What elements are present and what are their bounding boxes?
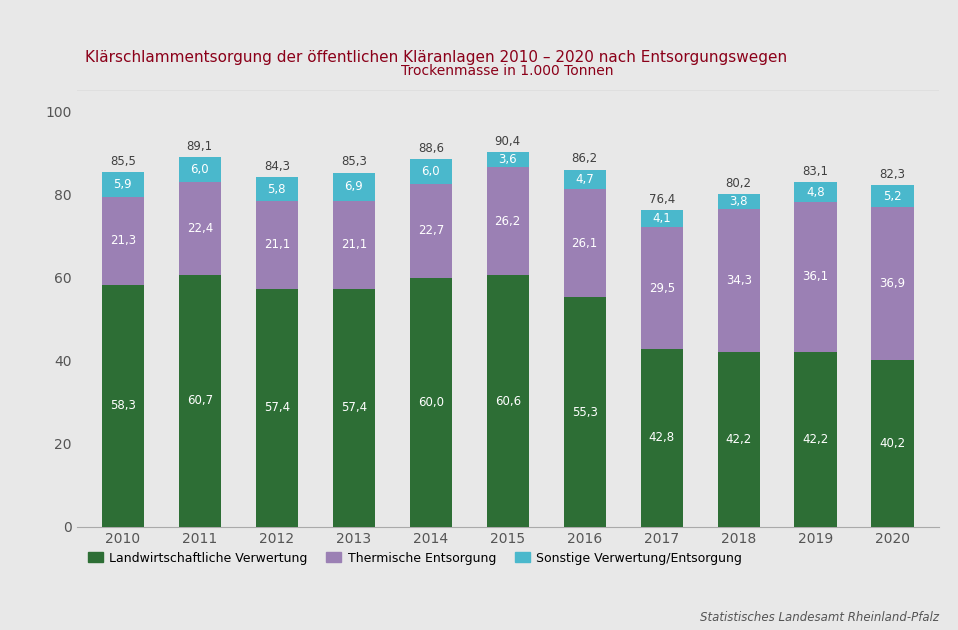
Bar xyxy=(641,227,683,349)
Bar xyxy=(332,201,375,289)
Text: 21,3: 21,3 xyxy=(110,234,136,247)
Text: Trockenmasse in 1.000 Tonnen: Trockenmasse in 1.000 Tonnen xyxy=(401,64,614,78)
Bar xyxy=(102,285,144,527)
Bar xyxy=(178,275,221,527)
Bar xyxy=(256,201,298,289)
Bar xyxy=(178,157,221,182)
Bar xyxy=(872,360,914,527)
Text: 57,4: 57,4 xyxy=(341,401,367,414)
Text: Statistisches Landesamt Rheinland-Pfalz: Statistisches Landesamt Rheinland-Pfalz xyxy=(700,610,939,624)
Bar xyxy=(563,169,605,189)
Text: 36,1: 36,1 xyxy=(803,270,829,284)
Text: 26,1: 26,1 xyxy=(572,237,598,249)
Text: 58,3: 58,3 xyxy=(110,399,136,412)
Text: 6,0: 6,0 xyxy=(422,165,440,178)
Text: 29,5: 29,5 xyxy=(649,282,674,294)
Bar xyxy=(563,297,605,527)
Text: 4,1: 4,1 xyxy=(652,212,672,225)
Bar xyxy=(641,210,683,227)
Text: 42,2: 42,2 xyxy=(725,433,752,445)
Legend: Landwirtschaftliche Verwertung, Thermische Entsorgung, Sonstige Verwertung/Entso: Landwirtschaftliche Verwertung, Thermisc… xyxy=(83,547,747,570)
Text: Klärschlammentsorgung der öffentlichen Kläranlagen 2010 – 2020 nach Entsorgungsw: Klärschlammentsorgung der öffentlichen K… xyxy=(85,50,787,66)
Text: 76,4: 76,4 xyxy=(649,193,674,205)
Text: 80,2: 80,2 xyxy=(726,176,752,190)
Bar xyxy=(718,193,760,209)
Text: 5,9: 5,9 xyxy=(113,178,132,191)
Bar xyxy=(872,185,914,207)
Text: 4,7: 4,7 xyxy=(576,173,594,186)
Text: 90,4: 90,4 xyxy=(494,135,521,147)
Text: 85,3: 85,3 xyxy=(341,156,367,168)
Text: 82,3: 82,3 xyxy=(879,168,905,181)
Text: 42,2: 42,2 xyxy=(803,433,829,445)
Text: 21,1: 21,1 xyxy=(263,238,290,251)
Bar xyxy=(102,197,144,285)
Bar xyxy=(487,152,529,167)
Text: 6,9: 6,9 xyxy=(344,180,363,193)
Text: 40,2: 40,2 xyxy=(879,437,905,450)
Bar xyxy=(718,352,760,527)
Text: 36,9: 36,9 xyxy=(879,277,905,290)
Bar xyxy=(487,275,529,527)
Text: 22,4: 22,4 xyxy=(187,222,213,235)
Text: 5,8: 5,8 xyxy=(267,183,286,195)
Text: 22,7: 22,7 xyxy=(418,224,444,238)
Bar xyxy=(332,289,375,527)
Bar xyxy=(641,349,683,527)
Text: 3,8: 3,8 xyxy=(729,195,748,208)
Text: 21,1: 21,1 xyxy=(341,238,367,251)
Bar xyxy=(563,189,605,297)
Text: 85,5: 85,5 xyxy=(110,155,136,168)
Text: 84,3: 84,3 xyxy=(263,160,289,173)
Bar xyxy=(794,352,837,527)
Text: 83,1: 83,1 xyxy=(803,165,829,178)
Bar xyxy=(102,172,144,197)
Text: 4,8: 4,8 xyxy=(807,185,825,198)
Bar xyxy=(256,289,298,527)
Bar xyxy=(256,177,298,201)
Bar xyxy=(410,159,452,184)
Bar xyxy=(794,182,837,202)
Text: 88,6: 88,6 xyxy=(418,142,444,155)
Bar xyxy=(718,209,760,352)
Text: 55,3: 55,3 xyxy=(572,406,598,418)
Text: 60,6: 60,6 xyxy=(494,394,521,408)
Text: 6,0: 6,0 xyxy=(191,163,209,176)
Text: 60,0: 60,0 xyxy=(418,396,444,409)
Text: 89,1: 89,1 xyxy=(187,140,213,153)
Text: 57,4: 57,4 xyxy=(263,401,290,414)
Bar xyxy=(332,173,375,201)
Bar xyxy=(794,202,837,352)
Bar xyxy=(872,207,914,360)
Text: 34,3: 34,3 xyxy=(726,274,752,287)
Text: 5,2: 5,2 xyxy=(883,190,902,203)
Bar xyxy=(178,182,221,275)
Bar xyxy=(410,184,452,278)
Text: 60,7: 60,7 xyxy=(187,394,213,408)
Text: 86,2: 86,2 xyxy=(572,152,598,166)
Bar xyxy=(487,167,529,275)
Text: 26,2: 26,2 xyxy=(494,215,521,227)
Text: 3,6: 3,6 xyxy=(498,152,517,166)
Text: 42,8: 42,8 xyxy=(649,432,674,444)
Bar xyxy=(410,278,452,527)
